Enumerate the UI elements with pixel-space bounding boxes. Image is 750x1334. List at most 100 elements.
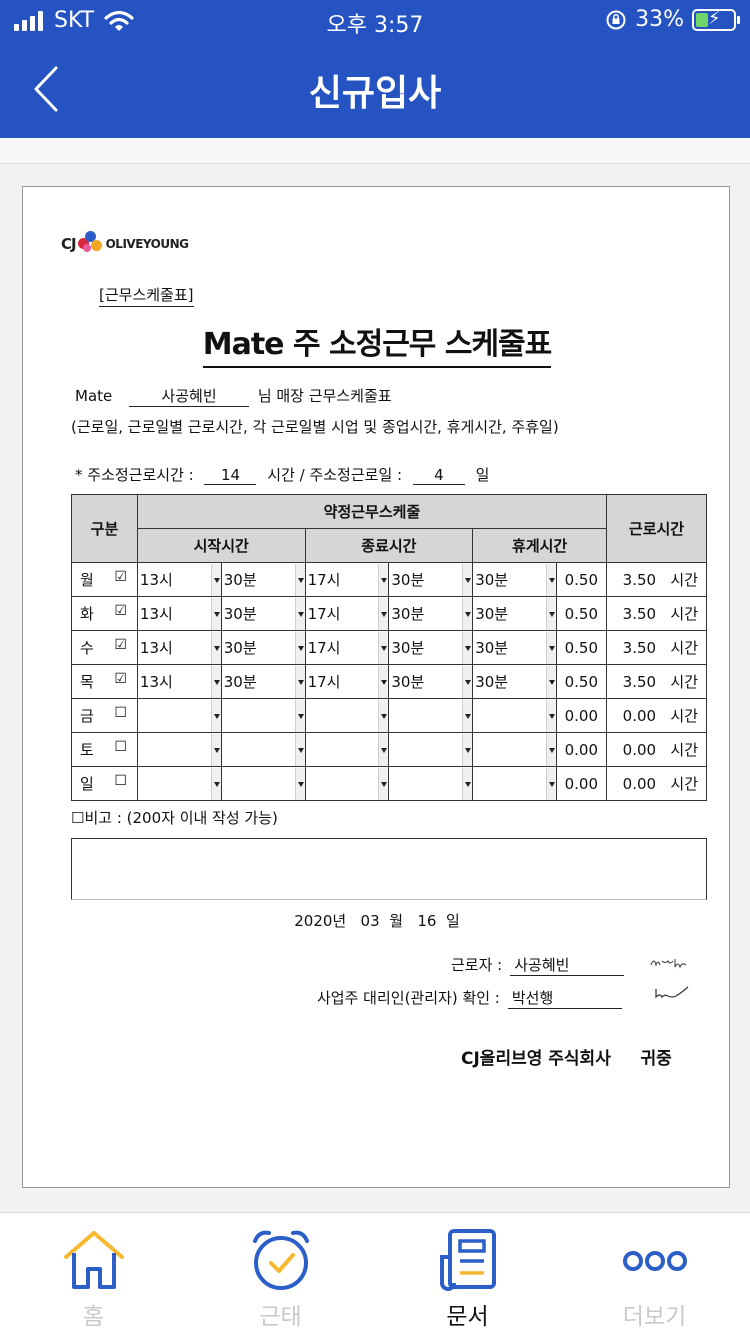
end-minute-select[interactable] [389,699,473,732]
dropdown-arrow-icon[interactable] [294,767,305,800]
day-checkbox[interactable]: ☑ [114,569,127,585]
table-row: 일 ☐ 0.00 0.00 시간 [71,766,707,801]
start-hour-value: 13시 [139,638,173,657]
end-minute-select[interactable]: 30분 [389,631,473,664]
start-hour-value: 13시 [139,570,173,589]
note-textarea[interactable] [71,838,707,900]
start-minute-select[interactable] [222,699,305,732]
start-minute-select[interactable]: 30분 [222,563,305,596]
end-hour-select[interactable]: 17시 [306,597,389,630]
dropdown-arrow-icon[interactable] [462,733,473,766]
break-time-select[interactable]: 30분 [473,597,557,630]
dropdown-arrow-icon[interactable] [210,597,221,630]
dropdown-arrow-icon[interactable] [378,631,389,664]
end-hour-select[interactable]: 17시 [306,563,389,596]
dropdown-arrow-icon[interactable] [378,563,389,596]
dropdown-arrow-icon[interactable] [462,767,473,800]
day-checkbox[interactable]: ☐ [114,739,127,755]
start-hour-select[interactable] [138,733,221,766]
end-minute-select[interactable]: 30분 [389,597,473,630]
break-time-select[interactable]: 30분 [473,665,557,698]
work-hours: 0.00 시간 [606,732,707,767]
dropdown-arrow-icon[interactable] [210,733,221,766]
end-hour-select[interactable] [306,767,389,800]
start-minute-select[interactable]: 30분 [222,597,305,630]
dropdown-arrow-icon[interactable] [294,733,305,766]
day-checkbox[interactable]: ☐ [114,773,127,789]
end-minute-select[interactable] [389,733,473,766]
nav-attendance[interactable]: 근태 [187,1213,374,1334]
end-minute-select[interactable] [389,767,473,800]
end-minute-select[interactable]: 30분 [389,563,473,596]
dropdown-arrow-icon[interactable] [546,767,557,800]
dropdown-arrow-icon[interactable] [462,631,473,664]
dropdown-arrow-icon[interactable] [378,597,389,630]
wifi-icon [104,10,134,31]
dropdown-arrow-icon[interactable] [210,665,221,698]
break-time-select[interactable]: 30분 [473,631,557,664]
dropdown-arrow-icon[interactable] [546,597,557,630]
end-hour-cell: 17시 [304,562,390,597]
start-minute-select[interactable]: 30분 [222,665,305,698]
end-hour-select[interactable]: 17시 [306,665,389,698]
start-hour-select[interactable] [138,699,221,732]
start-minute-select[interactable]: 30분 [222,631,305,664]
dropdown-arrow-icon[interactable] [462,597,473,630]
dropdown-arrow-icon[interactable] [294,631,305,664]
start-hour-select[interactable]: 13시 [138,631,221,664]
back-chevron-icon[interactable] [28,64,68,114]
break-time-select[interactable]: 30분 [473,563,557,596]
dropdown-arrow-icon[interactable] [462,699,473,732]
day-checkbox[interactable]: ☑ [114,603,127,619]
dropdown-arrow-icon[interactable] [378,767,389,800]
break-time-value: 30분 [475,604,509,623]
nav-more[interactable]: 더보기 [561,1213,748,1334]
break-time-select[interactable] [473,733,557,766]
status-time: 오후 3:57 [326,13,424,38]
dropdown-arrow-icon[interactable] [462,563,473,596]
dropdown-arrow-icon[interactable] [546,733,557,766]
start-hour-select[interactable]: 13시 [138,563,221,596]
dropdown-arrow-icon[interactable] [378,733,389,766]
break-time-cell [472,698,558,733]
dropdown-arrow-icon[interactable] [546,665,557,698]
end-hour-select[interactable] [306,699,389,732]
dropdown-arrow-icon[interactable] [462,665,473,698]
nav-home[interactable]: 홈 [0,1213,187,1334]
break-time-select[interactable] [473,699,557,732]
dropdown-arrow-icon[interactable] [294,563,305,596]
day-checkbox[interactable]: ☑ [114,671,127,687]
day-cell: 수 ☑ [71,630,138,665]
dropdown-arrow-icon[interactable] [546,631,557,664]
dropdown-arrow-icon[interactable] [210,699,221,732]
end-hour-select[interactable]: 17시 [306,631,389,664]
dropdown-arrow-icon[interactable] [378,699,389,732]
dropdown-arrow-icon[interactable] [210,631,221,664]
end-hour-select[interactable] [306,733,389,766]
day-checkbox[interactable]: ☑ [114,637,127,653]
header-group: 구분 [71,494,138,563]
dropdown-arrow-icon[interactable] [210,767,221,800]
dropdown-arrow-icon[interactable] [378,665,389,698]
break-hours: 0.00 [556,766,608,801]
break-time-select[interactable] [473,767,557,800]
day-label: 토 [80,741,94,759]
start-minute-value: 30분 [223,570,257,589]
dropdown-arrow-icon[interactable] [294,665,305,698]
start-minute-select[interactable] [222,733,305,766]
dropdown-arrow-icon[interactable] [294,699,305,732]
start-minute-select[interactable] [222,767,305,800]
dropdown-arrow-icon[interactable] [546,699,557,732]
start-hour-select[interactable]: 13시 [138,597,221,630]
dropdown-arrow-icon[interactable] [546,563,557,596]
start-hour-select[interactable] [138,767,221,800]
dropdown-arrow-icon[interactable] [210,563,221,596]
break-time-cell: 30분 [472,630,558,665]
start-hour-select[interactable]: 13시 [138,665,221,698]
nav-documents[interactable]: 문서 [374,1213,561,1334]
end-minute-select[interactable]: 30분 [389,665,473,698]
more-icon [622,1251,687,1271]
day-checkbox[interactable]: ☐ [114,705,127,721]
schedule-document[interactable]: CJ OLIVEYOUNG [근무스케줄표] Mate 주 소정근무 스케줄표 … [22,186,730,1188]
dropdown-arrow-icon[interactable] [294,597,305,630]
